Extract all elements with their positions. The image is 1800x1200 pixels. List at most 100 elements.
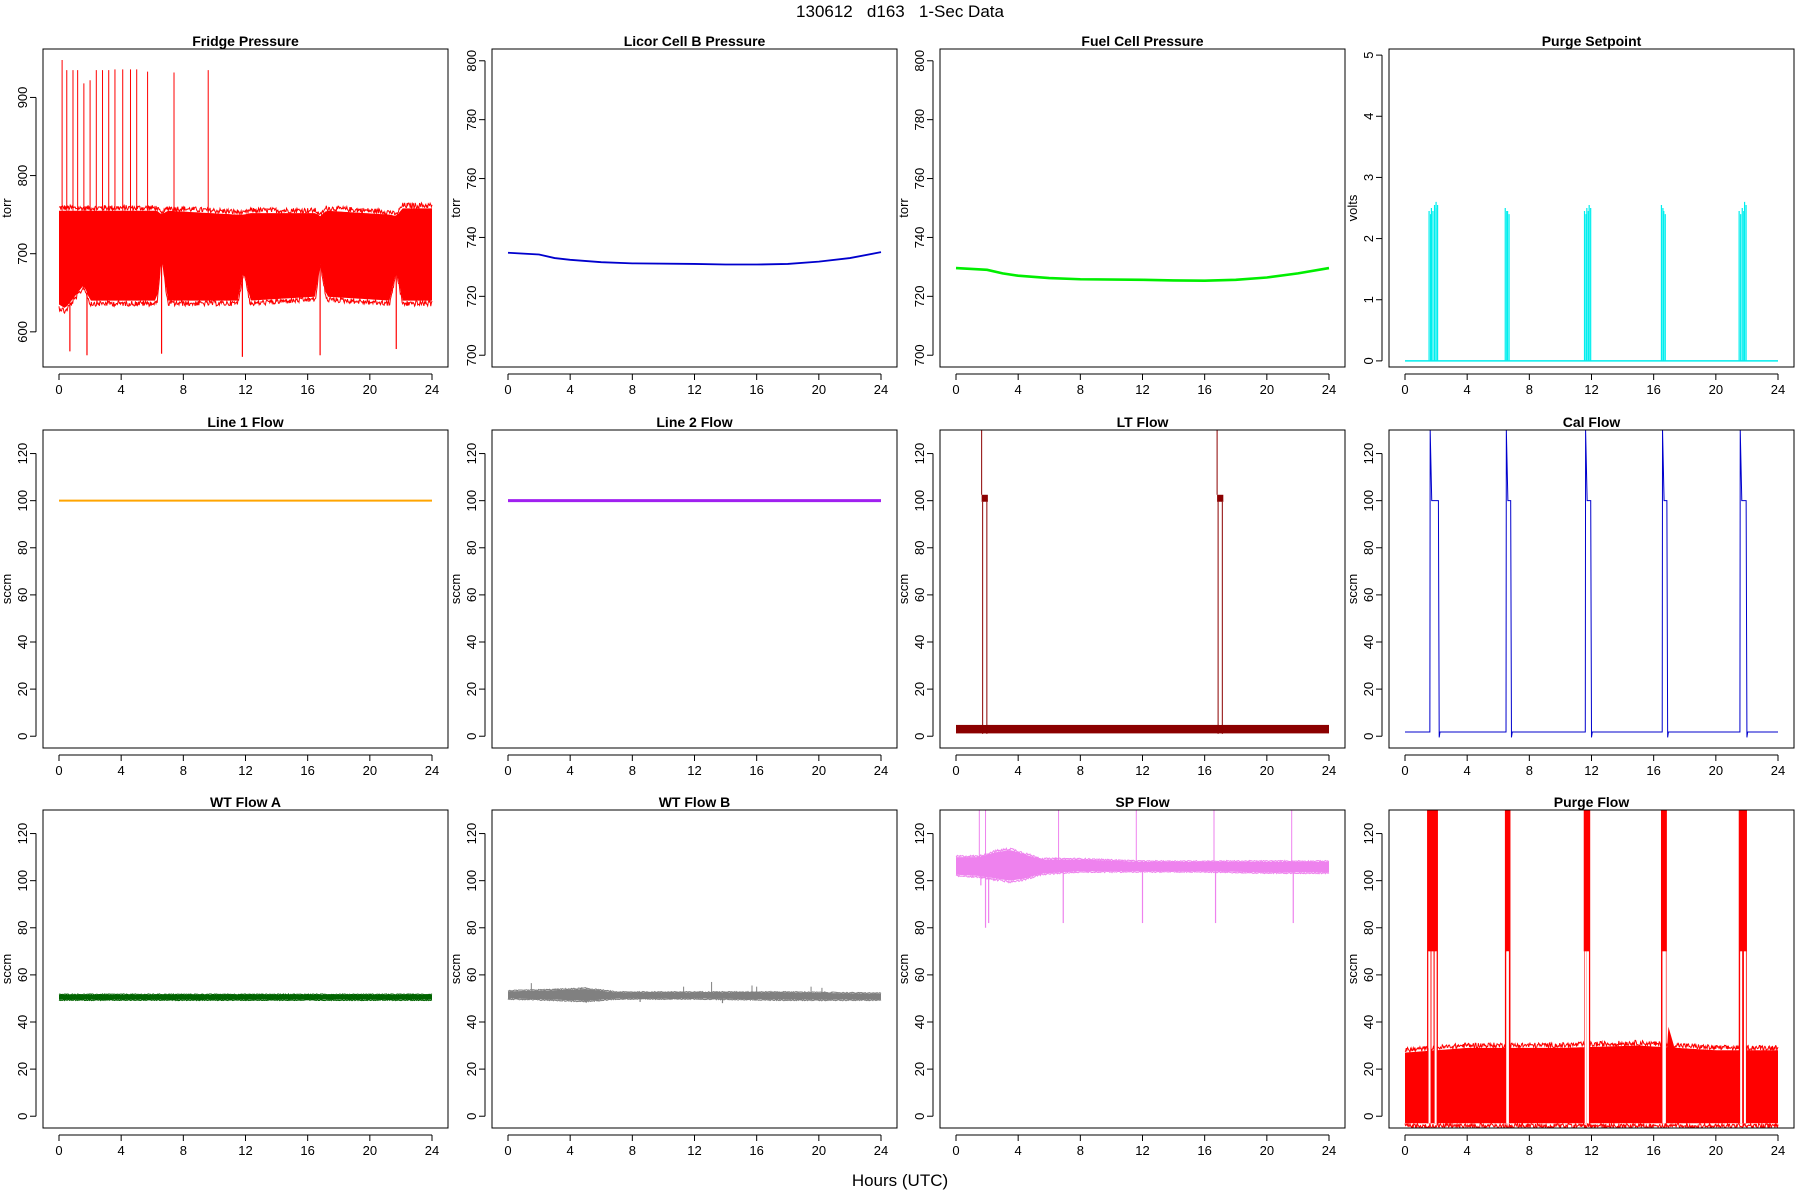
x-axis: 0 4 8 12 16 20 24 [504,373,888,397]
series-burst-block [1583,810,1590,952]
y-tick-label: 100 [912,870,927,892]
panel-fuel-cell-pressure: Fuel Cell Pressure 0 4 8 12 16 20 24 700 720 740 76… [896,33,1346,397]
series-band [956,850,1329,881]
x-axis: 0 4 8 12 16 20 24 [55,754,439,778]
y-axis-label: sccm [1345,574,1360,604]
y-tick-label: 120 [15,823,30,845]
x-tick-label: 0 [504,1143,511,1158]
x-tick-label: 0 [55,763,62,778]
x-axis: 0 4 8 12 16 20 24 [1401,373,1785,397]
plot-frame [42,48,449,368]
y-axis: 0 20 40 60 80 100 120 sccm [448,443,486,740]
x-tick-label: 4 [1464,1143,1471,1158]
panel-sp-flow: SP Flow 0 4 8 12 16 20 24 0 20 40 60 80 100 120 sccm [896,794,1346,1158]
x-tick-label: 16 [749,382,763,397]
y-tick-label: 120 [464,443,479,465]
plot-frame [491,48,898,368]
y-tick-label: 120 [464,823,479,845]
x-tick-label: 24 [425,1143,439,1158]
y-tick-label: 0 [464,1113,479,1120]
y-tick-label: 20 [1361,1062,1376,1076]
x-tick-label: 4 [567,763,574,778]
series-burst-gap [1584,951,1587,1124]
x-tick-label: 4 [118,382,125,397]
y-tick-label: 80 [1361,541,1376,555]
y-tick-label: 780 [912,109,927,131]
y-tick-label: 800 [912,50,927,72]
plot-frame [1388,48,1795,368]
x-tick-label: 24 [1771,1143,1785,1158]
plot-area [1405,201,1778,362]
series-burst-gap [1586,951,1589,1124]
y-tick-label: 0 [1361,1113,1376,1120]
x-tick-label: 4 [1015,1143,1022,1158]
x-tick-label: 12 [1584,1143,1598,1158]
x-axis: 0 4 8 12 16 20 24 [952,1134,1336,1158]
x-axis: 0 4 8 12 16 20 24 [952,754,1336,778]
plot-frame [491,429,898,749]
x-tick-label: 20 [1260,763,1274,778]
y-tick-label: 0 [1361,733,1376,740]
series-base [956,724,1329,734]
panel-title: Cal Flow [1563,414,1621,430]
y-tick-label: 40 [1361,1015,1376,1029]
series-gap [983,501,986,725]
x-tick-label: 12 [238,382,252,397]
panel-title: WT Flow B [659,794,731,810]
y-tick-label: 60 [464,588,479,602]
y-tick-label: 80 [912,541,927,555]
y-tick-label: 20 [15,682,30,696]
y-axis: 0 20 40 60 80 100 120 sccm [1345,443,1383,740]
x-tick-label: 8 [180,382,187,397]
plot-frame [1388,429,1795,749]
x-axis: 0 4 8 12 16 20 24 [55,1134,439,1158]
x-tick-label: 16 [300,382,314,397]
y-tick-label: 80 [15,921,30,935]
plot-area [956,430,1329,734]
series-burst-gap [1740,951,1743,1124]
x-tick-label: 12 [687,763,701,778]
y-tick-label: 60 [15,588,30,602]
x-tick-label: 0 [504,763,511,778]
y-tick-label: 20 [464,682,479,696]
series-burst-gap [1428,951,1431,1124]
panel-title: Fuel Cell Pressure [1081,33,1203,49]
x-tick-label: 8 [180,1143,187,1158]
y-tick-label: 800 [464,50,479,72]
x-tick-label: 12 [1135,1143,1149,1158]
series-line [955,266,1330,283]
plot-area [507,981,882,1004]
plot-frame [939,48,1346,368]
x-tick-label: 4 [1015,382,1022,397]
x-tick-label: 20 [1260,382,1274,397]
x-tick-label: 24 [425,382,439,397]
x-tick-label: 0 [55,1143,62,1158]
y-tick-label: 120 [1361,443,1376,465]
x-tick-label: 8 [629,1143,636,1158]
y-axis: 700 720 740 760 780 800 torr [448,50,486,366]
y-tick-label: 1 [1361,296,1376,303]
x-axis: 0 4 8 12 16 20 24 [504,1134,888,1158]
y-tick-label: 100 [464,870,479,892]
plot-frame [42,429,449,749]
y-tick-label: 60 [912,588,927,602]
y-tick-label: 40 [1361,635,1376,649]
x-tick-label: 20 [1709,382,1723,397]
panel-wt-flow-b: WT Flow B 0 4 8 12 16 20 24 0 20 40 60 80 100 120 sccm [448,794,898,1158]
y-axis-label: volts [1345,194,1360,221]
panel-title: Purge Setpoint [1542,33,1642,49]
y-tick-label: 720 [464,285,479,307]
plot-area [955,810,1330,928]
x-tick-label: 8 [180,763,187,778]
x-axis-caption: Hours (UTC) [851,1171,949,1190]
y-tick-label: 40 [464,635,479,649]
y-tick-label: 100 [1361,870,1376,892]
series-noise-bottom [1404,1121,1779,1128]
x-tick-label: 8 [1077,1143,1084,1158]
series-noise-top [58,993,433,996]
x-tick-label: 8 [629,382,636,397]
y-axis-label: sccm [0,954,14,984]
y-tick-label: 120 [1361,823,1376,845]
x-tick-label: 16 [300,1143,314,1158]
